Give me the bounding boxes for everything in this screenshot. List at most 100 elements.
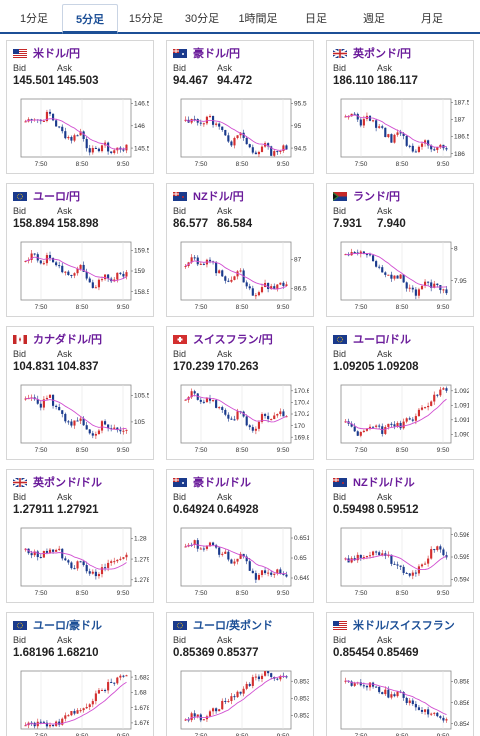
currency-card[interactable]: 英ポンド/ドル Bid Ask 1.27911 1.27921 7:50 8:50 9:50 1… bbox=[6, 469, 154, 603]
candle-up bbox=[430, 401, 433, 406]
price-chart[interactable]: 7:50 8:50 9:50 0.596 0.595 0.594 bbox=[333, 526, 469, 600]
price-chart[interactable]: 7:50 8:50 9:50 1.682 1.68 1.678 1.676 bbox=[13, 669, 149, 736]
currency-card[interactable]: NZドル/ドル Bid Ask 0.59498 0.59512 7:50 8:50 9:50 0… bbox=[326, 469, 474, 603]
candlestick-chart: 7:50 8:50 9:50 170.6 170.4 170.2 170 169.8 bbox=[180, 384, 309, 454]
pair-name: 豪ドル/円 bbox=[193, 48, 241, 60]
candle-down bbox=[353, 558, 356, 561]
pair-link[interactable]: カナダドル/円 bbox=[13, 332, 102, 346]
currency-card[interactable]: 英ポンド/円 Bid Ask 186.110 186.117 7:50 8:50 9:50 18… bbox=[326, 40, 474, 174]
x-tick-label: 9:50 bbox=[117, 733, 130, 736]
price-chart[interactable]: 7:50 8:50 9:50 187.5 187 186.5 186 bbox=[333, 97, 469, 171]
pair-link[interactable]: NZドル/円 bbox=[173, 189, 244, 203]
currency-card[interactable]: 豪ドル/ドル Bid Ask 0.64924 0.64928 7:50 8:50 9:50 0.… bbox=[166, 469, 314, 603]
candle-up bbox=[387, 554, 390, 556]
candle-up bbox=[260, 675, 264, 680]
currency-card[interactable]: ユーロ/ドル Bid Ask 1.09205 1.09208 7:50 8:50 9:50 1.… bbox=[326, 326, 474, 460]
price-chart[interactable]: 7:50 8:50 9:50 146.5 146 145.5 bbox=[13, 97, 149, 171]
tab-6[interactable]: 週足 bbox=[363, 13, 385, 25]
candle-up bbox=[125, 144, 128, 151]
tab-7[interactable]: 月足 bbox=[421, 13, 443, 25]
candle-down bbox=[215, 708, 218, 712]
candle-up bbox=[208, 542, 212, 547]
candle-down bbox=[408, 573, 411, 576]
pair-link[interactable]: 米ドル/スイスフラン bbox=[333, 618, 455, 632]
candle-down bbox=[224, 129, 227, 136]
candle-down bbox=[390, 274, 393, 279]
candle-down bbox=[362, 685, 365, 687]
tab-5[interactable]: 日足 bbox=[305, 13, 327, 25]
tab-1[interactable]: 5分足 bbox=[62, 4, 118, 34]
tab-4[interactable]: 1時間足 bbox=[238, 13, 278, 25]
price-chart[interactable]: 7:50 8:50 9:50 159.5 159 158.5 bbox=[13, 240, 149, 314]
pair-link[interactable]: ユーロ/円 bbox=[13, 189, 80, 203]
pair-link[interactable]: ユーロ/英ポンド bbox=[173, 618, 273, 632]
price-chart[interactable]: 7:50 8:50 9:50 1.28 1.279 1.278 bbox=[13, 526, 149, 600]
candle-up bbox=[91, 571, 94, 574]
tab-3[interactable]: 30分足 bbox=[184, 13, 220, 25]
price-chart[interactable]: 7:50 8:50 9:50 0.651 0.65 0.649 bbox=[173, 526, 309, 600]
candle-down bbox=[224, 700, 227, 702]
pair-link[interactable]: 英ポンド/円 bbox=[333, 46, 411, 60]
candle-up bbox=[211, 708, 215, 712]
price-chart[interactable]: 7:50 8:50 9:50 105.5 105 bbox=[13, 383, 149, 457]
candle-up bbox=[368, 426, 372, 429]
y-tick-label: 0.858 bbox=[454, 679, 469, 686]
candlestick-chart: 7:50 8:50 9:50 0.858 0.856 0.854 bbox=[340, 670, 469, 736]
candle-down bbox=[230, 418, 233, 420]
candle-up bbox=[184, 546, 187, 548]
candlestick-chart: 7:50 8:50 9:50 1.092 1.0915 1.091 1.0905 bbox=[340, 384, 469, 454]
currency-card[interactable]: カナダドル/円 Bid Ask 104.831 104.837 7:50 8:50 9:50 1… bbox=[6, 326, 154, 460]
currency-card[interactable]: ユーロ/円 Bid Ask 158.894 158.898 7:50 8:50 9:50 159… bbox=[6, 183, 154, 317]
price-chart[interactable]: 7:50 8:50 9:50 0.858 0.856 0.854 bbox=[333, 669, 469, 736]
candle-down bbox=[82, 561, 85, 566]
candle-up bbox=[257, 151, 261, 155]
candle-up bbox=[384, 689, 387, 695]
candle-down bbox=[48, 255, 52, 258]
currency-card[interactable]: 豪ドル/円 Bid Ask 94.467 94.472 7:50 8:50 9:50 95.5 9… bbox=[166, 40, 314, 174]
candle-down bbox=[254, 152, 257, 155]
candle-up bbox=[384, 426, 387, 434]
pair-link[interactable]: 英ポンド/ドル bbox=[13, 475, 102, 489]
candle-up bbox=[405, 418, 408, 422]
candle-down bbox=[221, 407, 224, 410]
pair-link[interactable]: ユーロ/ドル bbox=[333, 332, 411, 346]
currency-card[interactable]: スイスフラン/円 Bid Ask 170.239 170.263 7:50 8:50 9:50… bbox=[166, 326, 314, 460]
candle-down bbox=[193, 391, 196, 394]
pair-link[interactable]: ランド/円 bbox=[333, 189, 400, 203]
candle-up bbox=[254, 295, 257, 297]
candle-up bbox=[353, 683, 356, 686]
y-tick-label: 170 bbox=[294, 423, 305, 430]
currency-card[interactable]: 米ドル/円 Bid Ask 145.501 145.503 7:50 8:50 9:50 146… bbox=[6, 40, 154, 174]
candlestick-chart: 7:50 8:50 9:50 0.8535 0.853 0.8525 bbox=[180, 670, 309, 736]
candle-up bbox=[100, 690, 104, 692]
price-chart[interactable]: 7:50 8:50 9:50 95.5 95 94.5 bbox=[173, 97, 309, 171]
candle-up bbox=[236, 135, 239, 138]
currency-card[interactable]: NZドル/円 Bid Ask 86.577 86.584 7:50 8:50 9:50 87 86… bbox=[166, 183, 314, 317]
pair-link[interactable]: 豪ドル/円 bbox=[173, 46, 240, 60]
currency-card[interactable]: ランド/円 Bid Ask 7.931 7.940 7:50 8:50 9:50 8 7.95 bbox=[326, 183, 474, 317]
candle-down bbox=[375, 551, 378, 553]
candle-down bbox=[110, 682, 113, 684]
pair-link[interactable]: NZドル/ドル bbox=[333, 475, 415, 489]
flag-icon bbox=[173, 48, 187, 58]
tab-0[interactable]: 1分足 bbox=[19, 13, 49, 25]
candle-down bbox=[97, 148, 101, 152]
price-chart[interactable]: 7:50 8:50 9:50 170.6 170.4 170.2 170 169.8 bbox=[173, 383, 309, 457]
pair-link[interactable]: 米ドル/円 bbox=[13, 46, 80, 60]
price-chart[interactable]: 7:50 8:50 9:50 0.8535 0.853 0.8525 bbox=[173, 669, 309, 736]
price-chart[interactable]: 7:50 8:50 9:50 1.092 1.0915 1.091 1.0905 bbox=[333, 383, 469, 457]
pair-name: ランド/円 bbox=[353, 191, 401, 203]
ask-label: Ask bbox=[57, 635, 73, 645]
pair-link[interactable]: 豪ドル/ドル bbox=[173, 475, 251, 489]
ask-label: Ask bbox=[57, 349, 73, 359]
pair-link[interactable]: ユーロ/豪ドル bbox=[13, 618, 102, 632]
pair-link[interactable]: スイスフラン/円 bbox=[173, 332, 273, 346]
moving-average-line bbox=[185, 675, 287, 721]
price-chart[interactable]: 7:50 8:50 9:50 87 86.5 bbox=[173, 240, 309, 314]
price-chart[interactable]: 7:50 8:50 9:50 8 7.95 bbox=[333, 240, 469, 314]
tab-2[interactable]: 15分足 bbox=[128, 13, 164, 25]
y-tick-label: 170.2 bbox=[294, 411, 309, 418]
